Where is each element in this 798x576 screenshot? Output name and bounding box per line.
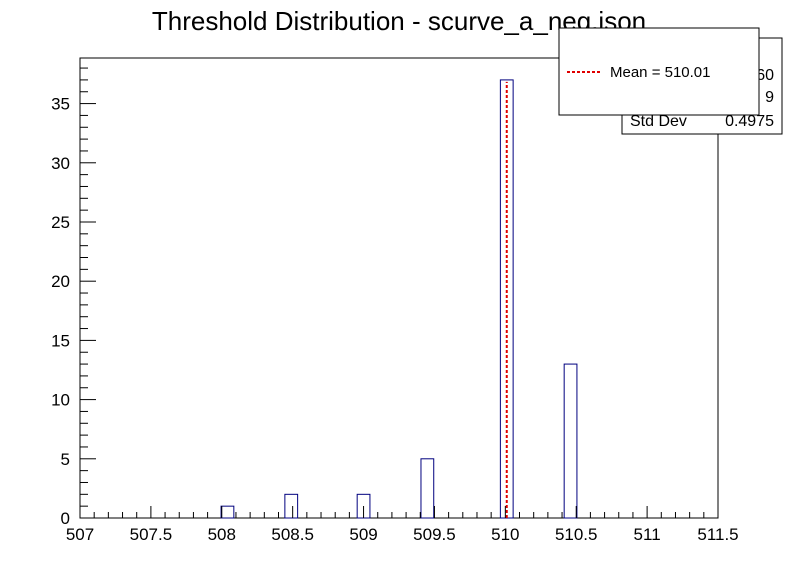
histogram-bar-3	[420, 458, 435, 519]
histogram-bar-0	[220, 505, 235, 519]
legend-mean-label: Mean = 510.01	[610, 64, 711, 81]
y-tick-label: 15	[51, 331, 70, 350]
stats-mean-value: 9	[765, 89, 774, 106]
x-tick-label: 511.5	[697, 525, 738, 544]
y-tick-label: 5	[61, 450, 70, 469]
x-tick-label: 507.5	[130, 525, 173, 544]
x-tick-label: 510	[491, 525, 519, 544]
stats-std-label: Std Dev	[630, 113, 687, 130]
y-tick-label: 0	[61, 509, 70, 528]
y-axis: 0 5 10 15 20 25 30 35	[51, 67, 96, 528]
x-tick-label: 507	[66, 525, 94, 544]
histogram-bar-5	[563, 363, 578, 519]
y-tick-label: 10	[51, 391, 70, 410]
y-tick-label: 20	[51, 272, 70, 291]
y-tick-label: 35	[51, 95, 70, 114]
plot-frame	[79, 57, 719, 519]
x-axis: 507 507.5 508 508.5 509 509.5 510 510.5 511 511.5	[66, 506, 739, 544]
legend: Mean = 510.01	[558, 27, 760, 116]
stats-std-value: 0.4975	[725, 113, 774, 130]
histogram-bar-1	[284, 493, 299, 519]
x-tick-label: 508	[208, 525, 236, 544]
y-tick-label: 25	[51, 213, 70, 232]
stats-entries-value: 60	[756, 67, 774, 84]
x-tick-label: 509.5	[413, 525, 456, 544]
y-tick-label: 30	[51, 154, 70, 173]
x-tick-label: 510.5	[555, 525, 598, 544]
x-tick-label: 508.5	[271, 525, 314, 544]
x-tick-label: 509	[349, 525, 377, 544]
x-tick-label: 511	[634, 525, 661, 544]
